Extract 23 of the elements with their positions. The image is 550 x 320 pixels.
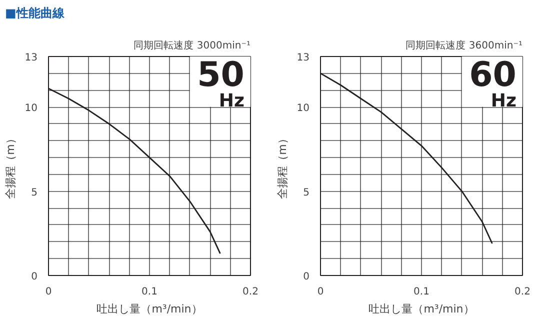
y-tick-label: 0 bbox=[303, 272, 310, 282]
y-tick-label: 5 bbox=[31, 187, 38, 198]
chart-title: 同期回転速度 3600min⁻¹ bbox=[406, 40, 523, 52]
x-tick-label: 0 bbox=[317, 286, 324, 298]
text: ■性能曲線 bbox=[5, 5, 64, 22]
y-tick-label: 10 bbox=[24, 103, 38, 114]
y-tick-label: 5 bbox=[303, 187, 310, 198]
y-axis-title: 全揚程（m） bbox=[276, 133, 289, 199]
y-tick-label: 13 bbox=[296, 52, 310, 64]
x-axis-title: 吐出し量（m³/min） bbox=[368, 302, 474, 316]
annotation: Hz bbox=[218, 90, 244, 112]
x-tick-label: 0.1 bbox=[414, 286, 430, 298]
y-tick-label: 0 bbox=[31, 272, 38, 282]
x-tick-label: 0.2 bbox=[242, 286, 258, 298]
x-tick-label: 0.1 bbox=[142, 286, 158, 298]
y-axis-title: 全揚程（m） bbox=[4, 133, 17, 199]
x-tick-label: 0.2 bbox=[514, 286, 530, 298]
x-axis-title: 吐出し量（m³/min） bbox=[96, 302, 202, 316]
chart-title: 同期回転速度 3000min⁻¹ bbox=[134, 40, 251, 52]
annotation: Hz bbox=[490, 90, 516, 112]
y-tick-label: 10 bbox=[296, 103, 310, 114]
y-tick-label: 13 bbox=[24, 52, 38, 64]
x-tick-label: 0 bbox=[45, 286, 52, 298]
